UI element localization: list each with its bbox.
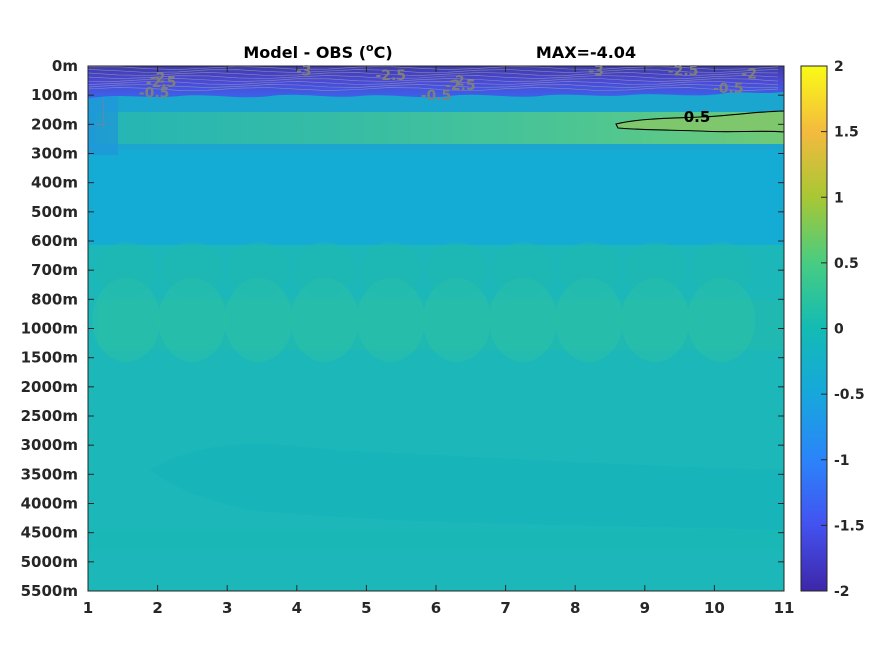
y-tick-label: 500m xyxy=(31,203,78,221)
y-tick-label: 4500m xyxy=(21,524,78,542)
y-tick-label: 800m xyxy=(31,290,78,308)
colorbar-tick-label: 0.5 xyxy=(834,256,859,272)
surface-isoline xyxy=(88,69,779,73)
warm-blob xyxy=(158,278,227,362)
y-axis: 0m 100m 200m 300m 400m 500m 600m 700m 800m 1000m 1… xyxy=(21,57,784,600)
y-tick-label: 2500m xyxy=(21,407,78,425)
x-tick-label: 8 xyxy=(570,599,580,617)
surface-isoline xyxy=(88,72,779,76)
colorbar-tick-label: 0 xyxy=(834,322,844,338)
colorbar-tick-label: 2 xyxy=(834,59,844,75)
colorbar-tick-label: 1.5 xyxy=(834,125,859,141)
deep-tongue xyxy=(150,444,784,530)
x-tick-label: 4 xyxy=(292,599,302,617)
surface-isoline xyxy=(88,81,779,85)
x-tick-label: 2 xyxy=(152,599,162,617)
surface-isoline xyxy=(88,87,779,91)
intermediate-cool-layer xyxy=(88,150,784,245)
surface-isolines xyxy=(88,66,779,126)
contour-labels: -2-2.5-0.5-3 -2.5-0.5-2-2.5-3 -2.5-0.5-20.… xyxy=(139,63,757,126)
warm-blob xyxy=(687,278,756,362)
warm-blob xyxy=(422,278,491,362)
contour-label: -3 xyxy=(588,63,604,79)
contour-label: -3 xyxy=(296,63,312,79)
warm-blob-upper xyxy=(360,242,421,298)
x-tick-label: 3 xyxy=(222,599,232,617)
warm-layer-1000m xyxy=(98,300,784,350)
y-tick-label: 400m xyxy=(31,174,78,192)
contour-label: 0.5 xyxy=(684,108,711,126)
warm-blob xyxy=(224,278,293,362)
y-tick-label: 5000m xyxy=(21,553,78,571)
surface-isoline xyxy=(88,84,779,88)
contour-label: -2.5 xyxy=(375,68,406,84)
y-tick-label: 2000m xyxy=(21,378,78,396)
mid-depth-warm-blobs xyxy=(92,242,784,362)
left-edge-contour xyxy=(95,99,105,126)
surface-isoline xyxy=(88,78,779,82)
y-tick-label: 700m xyxy=(31,261,78,279)
max-label: MAX=-4.04 xyxy=(536,43,636,62)
warm-blob xyxy=(92,278,161,362)
x-tick-label: 1 xyxy=(83,599,93,617)
colorbar-tick-label: -1 xyxy=(834,453,850,469)
y-tick-label: 1000m xyxy=(21,320,78,338)
colorbar-tick-label: -0.5 xyxy=(834,387,865,403)
colorbar-ticks: 2 1.5 1 0.5 0 -0.5 -1 -1.5 -2 xyxy=(821,59,865,600)
contour-label: -2.5 xyxy=(146,75,177,91)
warm-blob xyxy=(489,278,557,362)
warm-blob xyxy=(356,278,425,362)
contour-label: -2.5 xyxy=(445,78,476,94)
y-tick-label: 1500m xyxy=(21,349,78,367)
y-tick-label: 4000m xyxy=(21,495,78,513)
x-tick-label: 11 xyxy=(774,599,795,617)
warm-blob-upper xyxy=(228,242,289,298)
warm-blob-upper xyxy=(162,242,223,298)
x-tick-label: 7 xyxy=(500,599,510,617)
contour-0.5 xyxy=(615,110,784,133)
colorbar-tick-label: -2 xyxy=(834,584,850,600)
x-axis: 1 2 3 4 5 6 7 8 9 10 11 xyxy=(83,66,795,617)
deep-band xyxy=(88,530,784,550)
contour-label: -0.5 xyxy=(139,85,170,101)
contour-label: -2 xyxy=(150,71,166,87)
warm-blob-upper xyxy=(691,242,752,298)
contour-label: -2 xyxy=(741,66,757,82)
colorbar-tick-label: -1.5 xyxy=(834,518,865,534)
warm-blob xyxy=(555,278,624,362)
y-tick-label: 300m xyxy=(31,145,78,163)
y-tick-label: 100m xyxy=(31,86,78,104)
warm-blob-upper xyxy=(559,242,620,298)
x-tick-label: 9 xyxy=(640,599,650,617)
x-tick-label: 6 xyxy=(431,599,441,617)
warm-blob-upper xyxy=(426,242,487,298)
y-tick-label: 5500m xyxy=(21,582,78,600)
x-tick-label: 10 xyxy=(704,599,725,617)
warm-blob xyxy=(290,278,359,362)
contour-label: -0.5 xyxy=(713,81,744,97)
y-tick-label: 3500m xyxy=(21,465,78,483)
y-tick-label: 0m xyxy=(52,57,78,75)
y-tick-label: 600m xyxy=(31,232,78,250)
contour-label: -0.5 xyxy=(421,88,452,104)
colorbar-tick-label: 1 xyxy=(834,190,844,206)
y-tick-label: 3000m xyxy=(21,436,78,454)
warm-blob-upper xyxy=(625,242,686,298)
contour-label: -2 xyxy=(449,74,465,90)
warm-blob-upper xyxy=(294,242,355,298)
x-tick-label: 5 xyxy=(361,599,371,617)
contour-label: -2.5 xyxy=(668,63,699,79)
y-tick-label: 200m xyxy=(31,115,78,133)
chart-title: Model - OBS (oC) xyxy=(243,41,392,62)
warm-blob xyxy=(621,278,690,362)
surface-isoline xyxy=(88,75,779,79)
warm-blob-upper xyxy=(96,242,157,298)
heatmap-field xyxy=(88,66,784,591)
warm-blob-upper xyxy=(493,242,553,298)
